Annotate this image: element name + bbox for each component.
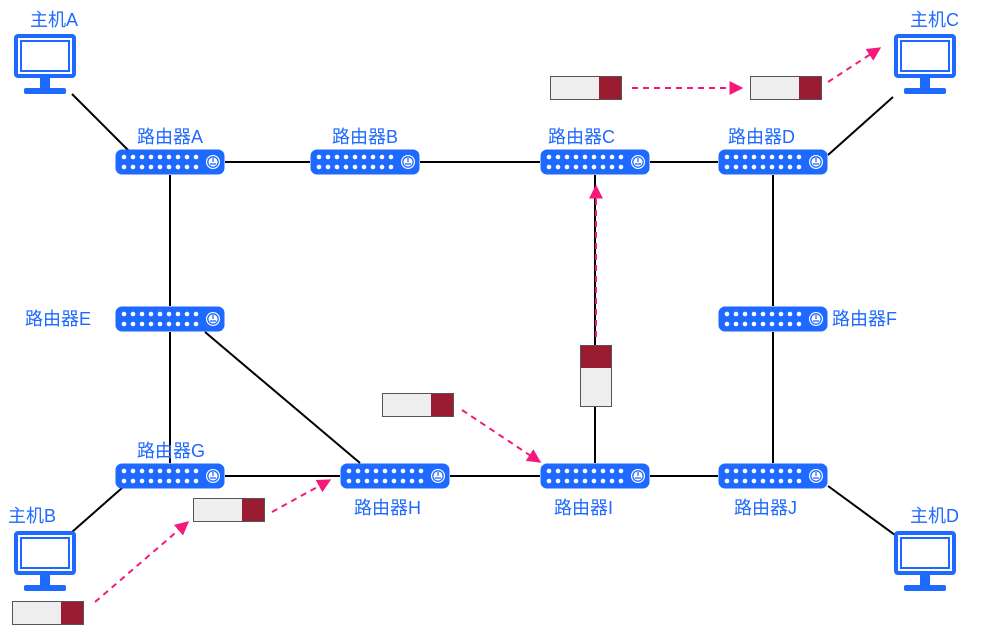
packet-header <box>383 394 431 416</box>
host-icon-hostB <box>10 527 80 597</box>
packet-p2 <box>193 498 265 522</box>
router-icon-rJ <box>718 463 828 489</box>
link-rJ-hostD <box>828 486 895 535</box>
router-icon-rC <box>540 149 650 175</box>
link-hostB-rG <box>72 488 122 532</box>
router-label-rA: 路由器A <box>137 123 203 149</box>
router-label-rI: 路由器I <box>554 494 613 520</box>
link-hostA-rA <box>72 94 128 150</box>
packet-header <box>751 77 799 99</box>
flow-arrow-5 <box>828 48 880 82</box>
router-label-rD: 路由器D <box>728 123 795 149</box>
packet-p6 <box>750 76 822 100</box>
flow-arrow-0 <box>95 522 188 602</box>
packet-payload <box>581 346 611 368</box>
flow-arrow-2 <box>462 410 540 462</box>
packet-payload <box>599 77 621 99</box>
router-label-rE: 路由器E <box>25 305 91 331</box>
packet-p5 <box>550 76 622 100</box>
router-icon-rE <box>115 306 225 332</box>
packet-header <box>551 77 599 99</box>
router-icon-rB <box>310 149 420 175</box>
host-icon-hostA <box>10 30 80 100</box>
router-label-rH: 路由器H <box>354 494 421 520</box>
packet-p4 <box>580 345 612 407</box>
host-icon-hostD <box>890 527 960 597</box>
packet-payload <box>61 602 83 624</box>
packet-p3 <box>382 393 454 417</box>
host-label-hostC: 主机C <box>910 6 959 32</box>
packet-payload <box>242 499 264 521</box>
host-label-hostB: 主机B <box>8 502 56 528</box>
packet-header <box>581 368 611 406</box>
router-icon-rG <box>115 463 225 489</box>
router-icon-rA <box>115 149 225 175</box>
router-icon-rF <box>718 306 828 332</box>
router-icon-rD <box>718 149 828 175</box>
router-label-rJ: 路由器J <box>734 494 797 520</box>
packet-payload <box>799 77 821 99</box>
host-label-hostA: 主机A <box>30 6 78 32</box>
host-label-hostD: 主机D <box>910 502 959 528</box>
host-icon-hostC <box>890 30 960 100</box>
flow-arrow-1 <box>272 480 330 512</box>
router-label-rF: 路由器F <box>832 305 897 331</box>
packet-header <box>13 602 61 624</box>
packet-p1 <box>12 601 84 625</box>
network-diagram: 路由器A 路由器B 路由器C 路由器D 路由器E 路由器F <box>0 0 982 632</box>
router-icon-rH <box>340 463 450 489</box>
router-label-rG: 路由器G <box>137 437 205 463</box>
router-label-rC: 路由器C <box>548 123 615 149</box>
link-rD-hostC <box>828 97 893 155</box>
link-rE-rH <box>205 332 360 463</box>
router-label-rB: 路由器B <box>332 123 398 149</box>
router-icon-rI <box>540 463 650 489</box>
packet-payload <box>431 394 453 416</box>
packet-header <box>194 499 242 521</box>
